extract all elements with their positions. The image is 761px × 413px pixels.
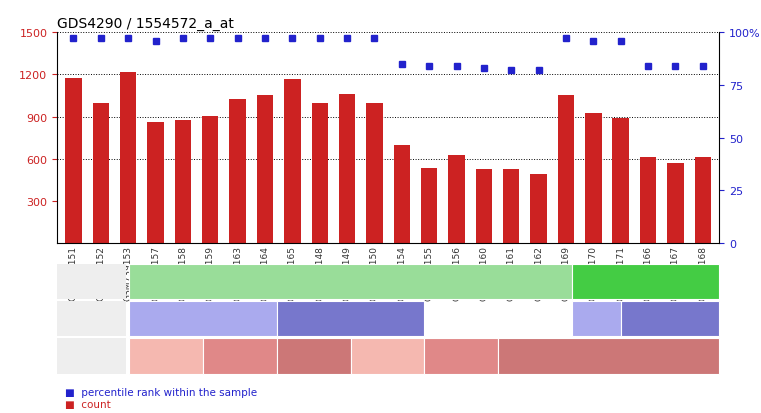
Text: day 4: day 4 (447, 351, 475, 361)
Text: time  ▶: time ▶ (59, 351, 95, 361)
Text: control: control (579, 314, 613, 324)
Text: GDS4290 / 1554572_a_at: GDS4290 / 1554572_a_at (57, 17, 234, 31)
Bar (202, 116, 218, 244)
Bar (393, 146, 410, 244)
Bar (558, 96, 574, 244)
Text: day 4: day 4 (226, 351, 253, 361)
Bar (65, 79, 81, 244)
Text: day 2: day 2 (374, 351, 401, 361)
Bar (366, 103, 383, 244)
Bar (613, 119, 629, 244)
Bar (667, 164, 683, 244)
Bar (175, 121, 191, 244)
Text: EPZ004777: EPZ004777 (323, 314, 378, 324)
Bar (93, 103, 109, 244)
Text: day 6: day 6 (595, 351, 622, 361)
Bar (284, 80, 301, 244)
Text: cell line  ▶: cell line ▶ (59, 277, 111, 287)
Bar (448, 156, 465, 244)
Bar (695, 158, 711, 244)
Text: day 2: day 2 (153, 351, 180, 361)
Text: EPZ004777: EPZ004777 (642, 314, 698, 324)
Text: MV4-11: MV4-11 (332, 277, 369, 287)
Bar (421, 169, 438, 244)
Bar (585, 114, 601, 244)
Text: MOLM-13: MOLM-13 (622, 277, 668, 287)
Bar (339, 95, 355, 244)
Bar (530, 175, 547, 244)
Text: ■  count: ■ count (65, 399, 110, 409)
Bar (476, 169, 492, 244)
Bar (120, 73, 136, 244)
Bar (503, 169, 520, 244)
Text: agent  ▶: agent ▶ (59, 314, 101, 324)
Bar (311, 103, 328, 244)
Bar (148, 123, 164, 244)
Bar (229, 100, 246, 244)
Text: day 6: day 6 (300, 351, 327, 361)
Text: control: control (186, 314, 220, 324)
Text: ■  percentile rank within the sample: ■ percentile rank within the sample (65, 387, 256, 397)
Bar (640, 157, 656, 244)
Bar (256, 95, 273, 244)
